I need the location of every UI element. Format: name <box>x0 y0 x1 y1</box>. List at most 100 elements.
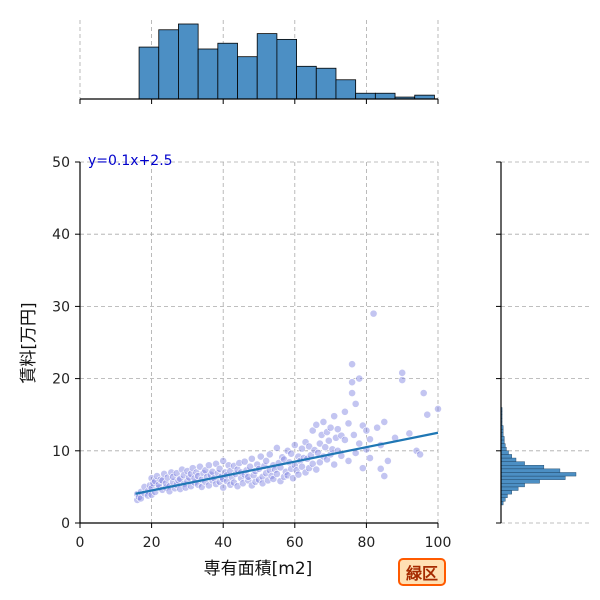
top-hist-bar <box>197 48 219 100</box>
scatter-point <box>348 360 356 369</box>
scatter-point <box>380 472 389 480</box>
scatter-point <box>376 464 385 473</box>
scatter-point <box>290 441 299 449</box>
scatter-points <box>133 309 442 504</box>
right-hist-bar <box>500 457 517 462</box>
top-hist-bar <box>374 92 396 100</box>
right-hist-bar <box>500 465 545 470</box>
scatter-point <box>315 458 324 467</box>
scatter-point <box>265 450 274 459</box>
top-hist-bar <box>138 46 160 100</box>
scatter-point <box>358 464 367 473</box>
top-hist-bar <box>237 56 258 100</box>
regression-line <box>135 431 439 495</box>
right-hist-bar <box>500 450 509 455</box>
right-hist-bar <box>500 475 566 480</box>
scatter-point <box>196 462 204 471</box>
scatter-point <box>416 450 424 459</box>
right-hist-bar <box>500 479 540 484</box>
scatter-point <box>272 470 281 478</box>
scatter-point <box>362 426 371 435</box>
right-hist-bar <box>500 454 512 459</box>
scatter-point <box>419 389 428 397</box>
scatter-point <box>204 461 213 470</box>
scatter-point <box>324 436 333 445</box>
right-hist-bar <box>500 446 507 452</box>
scatter-point <box>272 444 281 452</box>
scatter-point <box>330 412 339 421</box>
scatter-point <box>312 465 321 474</box>
x-tick-label: 20 <box>143 535 161 551</box>
district-badge: 緑区 <box>398 558 447 586</box>
scatter-point <box>249 471 258 480</box>
right-hist-bar <box>500 497 506 502</box>
right-hist-bar <box>500 493 508 498</box>
scatter-point <box>341 436 349 444</box>
scatter-point <box>287 449 296 458</box>
y-tick-label: 20 <box>52 372 70 388</box>
scatter-point <box>344 457 353 465</box>
scatter-point <box>294 470 303 479</box>
scatter-point <box>305 442 314 451</box>
right-hist-bar <box>500 490 512 495</box>
scatter-point <box>215 464 224 473</box>
scatter-point <box>373 423 382 432</box>
scatter-point <box>434 405 442 413</box>
scatter-point <box>405 429 414 438</box>
x-axis-label: 専有面積[m2] <box>204 559 313 579</box>
scatter-point <box>219 483 228 492</box>
right-hist-bar <box>500 483 525 488</box>
regression-equation: y=0.1x+2.5 <box>88 153 173 169</box>
right-hist-bar <box>500 486 519 491</box>
right-hist-bar <box>500 472 577 477</box>
y-tick-label: 30 <box>52 299 70 315</box>
top-histogram <box>79 20 439 104</box>
scatter-point <box>380 418 389 426</box>
top-hist-bar <box>178 23 199 100</box>
top-hist-bar <box>355 92 376 100</box>
scatter-point <box>348 389 356 397</box>
scatter-point <box>256 452 265 461</box>
y-tick-label: 0 <box>61 516 70 532</box>
scatter-point <box>423 410 432 419</box>
scatter-point <box>240 457 249 466</box>
scatter-point <box>172 469 181 478</box>
scatter-point <box>298 444 306 453</box>
scatter-point <box>398 376 407 384</box>
scatter-point <box>262 457 271 465</box>
scatter-point <box>341 407 349 416</box>
y-axis-label: 賃料[万円] <box>19 302 39 383</box>
scatter-point <box>355 374 364 383</box>
scatter-point <box>312 420 321 429</box>
top-hist-bar <box>217 42 238 100</box>
scatter-point <box>321 443 330 452</box>
x-tick-label: 100 <box>425 535 452 551</box>
scatter-point <box>366 454 374 462</box>
right-histogram <box>496 161 590 524</box>
y-tick-label: 10 <box>52 444 70 460</box>
scatter-point <box>366 435 374 444</box>
y-tick-label: 50 <box>52 155 70 171</box>
scatter-point <box>330 460 339 469</box>
scatter-point <box>369 309 378 318</box>
scatter-point <box>292 466 301 475</box>
y-tick-label: 40 <box>52 227 70 243</box>
top-hist-bar <box>158 29 179 100</box>
right-hist-bar <box>500 468 561 473</box>
scatter-point <box>247 454 256 463</box>
x-tick-label: 40 <box>214 535 232 551</box>
scatter-point <box>333 425 342 434</box>
top-hist-bar <box>256 33 278 100</box>
x-tick-label: 60 <box>286 535 304 551</box>
scatter-point <box>315 439 324 448</box>
top-hist-bar <box>335 79 357 100</box>
top-hist-bar <box>276 38 297 100</box>
top-hist-bar <box>296 65 317 100</box>
top-hist-bar <box>315 67 337 100</box>
scatter-point <box>326 423 335 432</box>
scatter-point <box>219 457 228 465</box>
scatter-point <box>319 418 328 426</box>
x-tick-label: 0 <box>76 535 85 551</box>
main-axes: 0 20 40 60 80 100 0 10 20 30 40 50 <box>52 155 451 551</box>
